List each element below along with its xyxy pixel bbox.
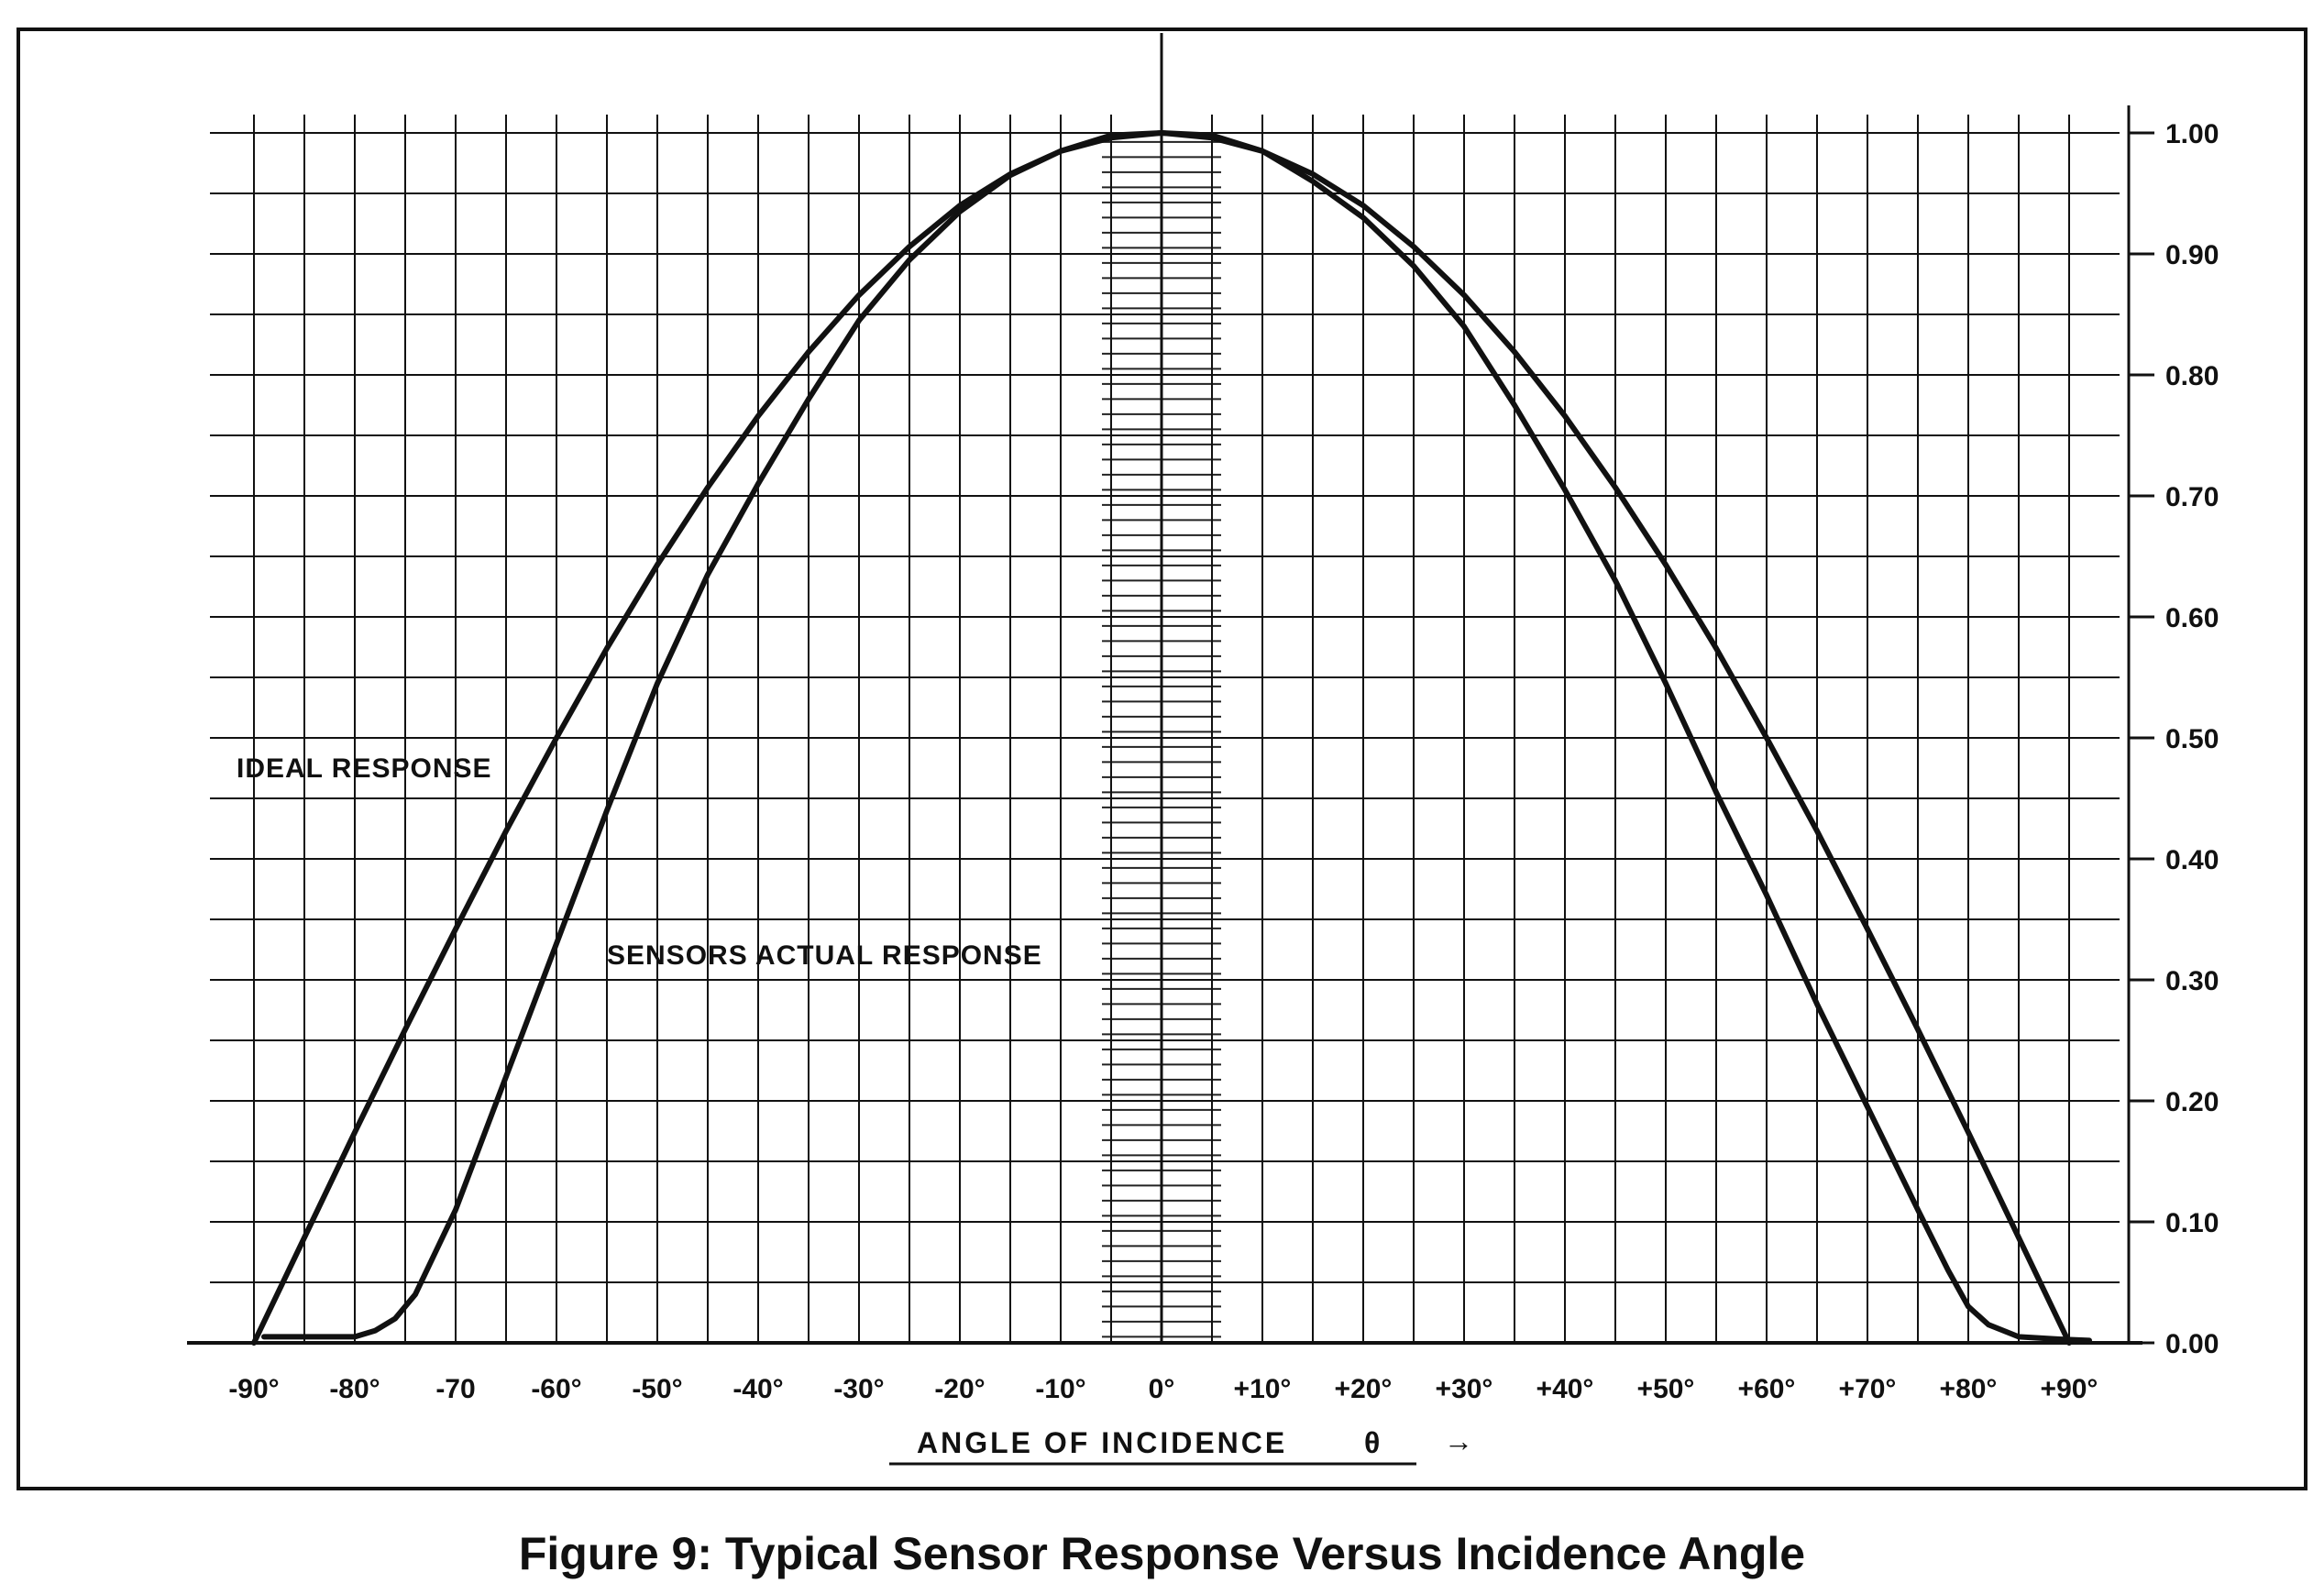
- y-tick-label: 0.30: [2165, 966, 2219, 996]
- figure-caption: Figure 9: Typical Sensor Response Versus…: [518, 1528, 1806, 1579]
- x-tick-label: -80°: [329, 1374, 380, 1404]
- x-axis-label: ANGLE OF INCIDENCE: [917, 1426, 1287, 1459]
- y-tick-label: 0.50: [2165, 724, 2219, 754]
- grid: [210, 115, 2120, 1343]
- x-tick-label: +30°: [1436, 1374, 1493, 1404]
- y-tick-label: 0.10: [2165, 1208, 2219, 1238]
- x-tick-label: +40°: [1536, 1374, 1594, 1404]
- x-tick-label: -70: [435, 1374, 475, 1404]
- axes: [187, 33, 2142, 1345]
- annotation-actual-response: SENSORS ACTUAL RESPONSE: [607, 940, 1042, 971]
- x-tick-label: +80°: [1940, 1374, 1998, 1404]
- x-tick-label: -60°: [531, 1374, 581, 1404]
- y-tick-label: 0.00: [2165, 1329, 2219, 1359]
- y-tick-labels: 0.00 0.10 0.20 0.30 0.40 0.50 0.60 0.70 0.80 0.90…: [2129, 119, 2219, 1359]
- y-tick-label: 0.80: [2165, 361, 2219, 391]
- x-tick-label: -40°: [732, 1374, 783, 1404]
- y-tick-label: 0.20: [2165, 1087, 2219, 1117]
- right-arrow-icon: →: [1444, 1424, 1476, 1457]
- x-tick-label: +10°: [1234, 1374, 1292, 1404]
- series-line-actual-response: [261, 130, 2092, 1344]
- y-tick-label: 0.70: [2165, 482, 2219, 512]
- x-tick-label: -10°: [1035, 1374, 1085, 1404]
- series-lines: [251, 130, 2092, 1346]
- x-tick-label: +70°: [1839, 1374, 1897, 1404]
- y-tick-label: 1.00: [2165, 119, 2219, 149]
- y-tick-label: 0.90: [2165, 240, 2219, 270]
- x-axis-title: ANGLE OF INCIDENCE θ →: [889, 1424, 1476, 1466]
- theta-symbol: θ: [1364, 1426, 1382, 1459]
- y-tick-label: 0.60: [2165, 603, 2219, 633]
- x-tick-label: +20°: [1335, 1374, 1393, 1404]
- y-tick-label: 0.40: [2165, 845, 2219, 875]
- x-tick-label: -20°: [934, 1374, 985, 1404]
- x-tick-labels: -90° -80° -70 -60° -50° -40° -30° -20° -10° 0° +10…: [228, 1374, 2098, 1404]
- x-tick-label: 0°: [1149, 1374, 1175, 1404]
- x-tick-label: -30°: [833, 1374, 884, 1404]
- x-tick-label: +60°: [1738, 1374, 1796, 1404]
- x-tick-label: +50°: [1637, 1374, 1695, 1404]
- annotation-ideal-response: IDEAL RESPONSE: [237, 753, 492, 784]
- x-tick-label: -90°: [228, 1374, 279, 1404]
- x-tick-label: -50°: [632, 1374, 682, 1404]
- x-tick-label: +90°: [2041, 1374, 2098, 1404]
